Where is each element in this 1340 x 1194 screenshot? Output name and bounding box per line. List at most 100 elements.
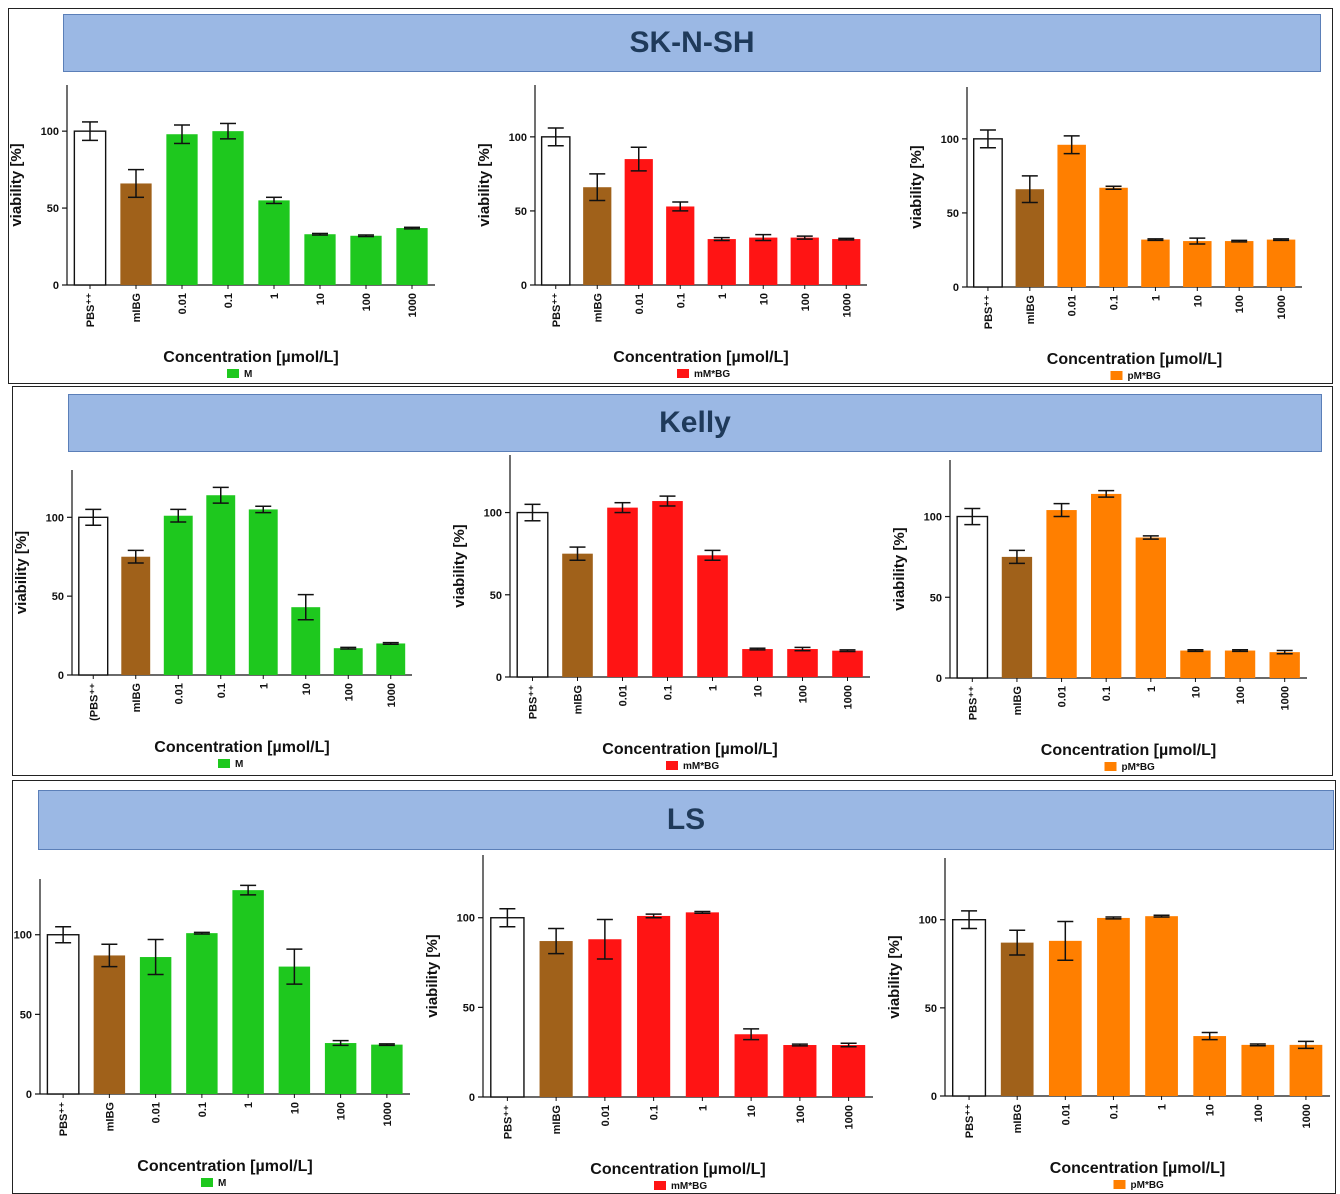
x-tick-label: 1000	[1276, 295, 1288, 319]
y-tick-label: 50	[52, 591, 64, 603]
x-tick-label: 1	[269, 293, 281, 299]
y-axis-label: viability [%]	[424, 934, 441, 1017]
x-tick-label: 1000	[407, 293, 419, 317]
chart-bar	[562, 553, 593, 677]
x-tick-label: 0.01	[634, 293, 646, 314]
legend-label: M	[235, 759, 243, 770]
legend-swatch	[677, 369, 689, 378]
legend-swatch	[1110, 371, 1123, 380]
x-tick-label: 1000	[1280, 686, 1292, 710]
chart-bar	[1099, 187, 1128, 287]
chart-bar	[742, 649, 773, 677]
x-tick-label: 0.1	[197, 1102, 209, 1117]
x-tick-label: mIBG	[573, 685, 585, 714]
x-tick-label: 100	[336, 1102, 348, 1120]
x-tick-label: 0.1	[649, 1105, 661, 1120]
chart-bar	[350, 235, 382, 285]
y-tick-label: 100	[484, 508, 502, 520]
chart-bar	[685, 912, 719, 1097]
x-tick-label: 1	[1150, 295, 1162, 301]
chart-bar	[78, 516, 109, 676]
x-tick-label: 100	[361, 293, 373, 311]
chart-bar	[1289, 1044, 1323, 1096]
x-tick-label: 1	[1146, 686, 1158, 692]
legend-swatch	[227, 369, 239, 378]
chart-bar	[787, 649, 818, 677]
x-tick-label: 1	[243, 1102, 255, 1108]
x-tick-label: mIBG	[104, 1102, 116, 1131]
x-tick-label: 10	[1192, 295, 1204, 307]
legend-label: mM*BG	[694, 369, 730, 380]
x-tick-label: 0.01	[1060, 1104, 1072, 1125]
x-tick-label: 10	[753, 685, 765, 697]
chart-bar	[73, 130, 107, 286]
y-tick-label: 0	[26, 1089, 32, 1101]
chart-bar	[832, 239, 861, 285]
chart-bar	[952, 919, 987, 1097]
x-tick-label: 100	[798, 685, 810, 703]
chart-bar	[652, 501, 683, 677]
x-tick-label: mIBG	[131, 683, 143, 712]
x-tick-label: 1	[258, 683, 270, 689]
chart-bar	[1015, 189, 1045, 287]
chart-bar	[139, 957, 172, 1094]
legend-label: mM*BG	[683, 761, 719, 772]
x-tick-label: 100	[1234, 295, 1246, 313]
chart-bar	[120, 183, 152, 285]
y-tick-label: 100	[46, 512, 64, 524]
chart-bar	[206, 495, 236, 675]
x-tick-label: mIBG	[551, 1105, 563, 1134]
chart-bar	[212, 131, 244, 285]
x-tick-label: mIBG	[592, 293, 604, 322]
x-axis-label: Concentration [µmol/L]	[590, 1161, 765, 1178]
chart-bar	[783, 1045, 817, 1097]
y-axis-label: viability [%]	[886, 935, 903, 1018]
chart-bar	[166, 134, 198, 285]
x-tick-label: PBS⁺⁺	[528, 685, 540, 719]
x-tick-label: 100	[795, 1105, 807, 1123]
chart-bar	[707, 239, 736, 285]
y-tick-label: 100	[457, 913, 475, 925]
chart-bar	[583, 187, 612, 285]
x-tick-label: PBS⁺⁺	[502, 1105, 514, 1139]
x-tick-label: mIBG	[1025, 295, 1037, 324]
x-axis-label: Concentration [µmol/L]	[163, 349, 338, 366]
y-tick-label: 0	[953, 282, 959, 294]
section-title-ls: LS	[38, 790, 1334, 850]
chart-bar	[1057, 144, 1086, 287]
legend-label: pM*BG	[1128, 371, 1162, 382]
y-tick-label: 100	[509, 132, 527, 144]
x-tick-label: 10	[1190, 686, 1202, 698]
y-tick-label: 0	[521, 280, 527, 292]
y-tick-label: 100	[941, 134, 959, 146]
y-tick-label: 50	[930, 592, 942, 604]
chart-bar	[1141, 239, 1170, 287]
legend-swatch	[1104, 762, 1117, 771]
x-tick-label: 10	[758, 293, 770, 305]
chart-bar	[333, 648, 363, 675]
x-tick-label: 0.1	[663, 685, 675, 700]
y-tick-label: 50	[515, 206, 527, 218]
section-title-sknsh: SK-N-SH	[63, 14, 1321, 72]
chart-bar	[1180, 650, 1211, 678]
x-tick-label: 10	[746, 1105, 758, 1117]
chart-bar	[790, 237, 819, 285]
x-tick-label: 100	[343, 683, 355, 701]
legend-swatch	[1113, 1180, 1126, 1189]
y-tick-label: 50	[20, 1009, 32, 1021]
y-tick-label: 0	[496, 672, 502, 684]
section-title-kelly: Kelly	[68, 394, 1322, 452]
chart-bar	[248, 509, 278, 675]
y-tick-label: 50	[463, 1002, 475, 1014]
x-tick-label: 1000	[841, 293, 853, 317]
x-axis-label: Concentration [µmol/L]	[137, 1158, 312, 1175]
chart-bar	[539, 941, 573, 1097]
chart-bar	[607, 507, 638, 677]
x-tick-label: PBS⁺⁺	[551, 293, 563, 327]
chart-bar	[734, 1034, 768, 1097]
y-axis-label: viability [%]	[908, 145, 925, 228]
y-tick-label: 100	[924, 512, 942, 524]
x-tick-label: 1	[708, 685, 720, 691]
chart-bar	[1224, 650, 1256, 678]
chart-bar	[121, 556, 151, 675]
